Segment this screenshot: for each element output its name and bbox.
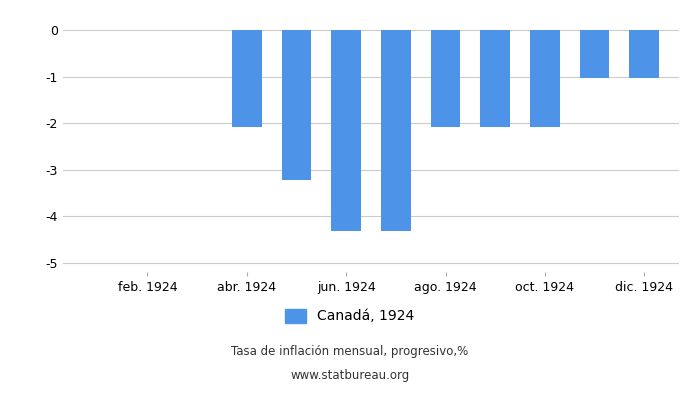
Text: Tasa de inflación mensual, progresivo,%: Tasa de inflación mensual, progresivo,%	[232, 346, 468, 358]
Bar	[281, 30, 312, 180]
Bar	[629, 30, 659, 78]
Bar	[430, 30, 461, 127]
Bar	[331, 30, 361, 230]
Bar	[381, 30, 411, 230]
Legend: Canadá, 1924: Canadá, 1924	[280, 303, 420, 329]
Bar	[530, 30, 560, 127]
Text: www.statbureau.org: www.statbureau.org	[290, 370, 410, 382]
Bar	[480, 30, 510, 127]
Bar	[580, 30, 610, 78]
Bar	[232, 30, 262, 127]
